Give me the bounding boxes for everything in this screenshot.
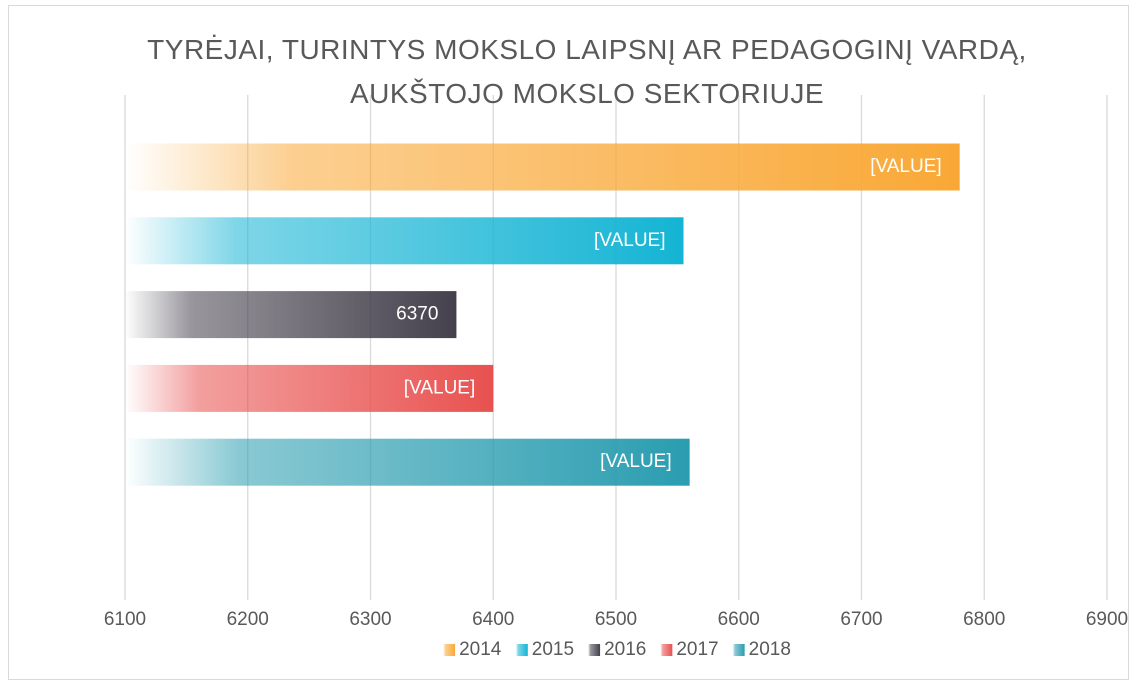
x-tick-label: 6400 (472, 609, 514, 630)
x-tick-label: 6800 (963, 609, 1005, 630)
bar (125, 364, 494, 412)
legend-item: 2014 (443, 639, 502, 660)
legend-item: 2016 (588, 639, 646, 660)
data-label: [VALUE] (600, 451, 671, 472)
bar (125, 217, 684, 265)
bar (125, 143, 960, 191)
x-tick-label: 6700 (840, 609, 882, 630)
legend-item: 2017 (660, 639, 719, 660)
x-tick-label: 6200 (227, 609, 269, 630)
legend-label: 2018 (749, 639, 791, 660)
data-label: [VALUE] (594, 230, 665, 251)
chart-border (8, 5, 1129, 680)
x-tick-label: 6500 (595, 609, 637, 630)
legend-swatch (732, 644, 745, 656)
bar (125, 438, 690, 486)
legend-label: 2014 (459, 639, 502, 660)
x-tick-label: 6900 (1086, 609, 1128, 630)
x-tick-label: 6300 (349, 609, 391, 630)
x-tick-label: 6600 (718, 609, 760, 630)
legend-label: 2016 (604, 639, 646, 660)
legend-label: 2015 (532, 639, 574, 660)
legend-item: 2015 (515, 639, 574, 660)
legend-item: 2018 (732, 639, 791, 660)
x-tick-label: 6100 (104, 609, 146, 630)
bar (125, 291, 457, 339)
legend-label: 2017 (676, 639, 718, 660)
data-label: [VALUE] (870, 156, 941, 177)
data-label: 6370 (396, 304, 438, 325)
data-label: [VALUE] (404, 377, 475, 398)
legend-swatch (588, 644, 601, 656)
chart-title: TYRĖJAI, TURINTYS MOKSLO LAIPSNĮ AR PEDA… (147, 34, 1027, 109)
legend-swatch (515, 644, 528, 656)
legend-swatch (443, 644, 456, 656)
legend-swatch (660, 644, 673, 656)
